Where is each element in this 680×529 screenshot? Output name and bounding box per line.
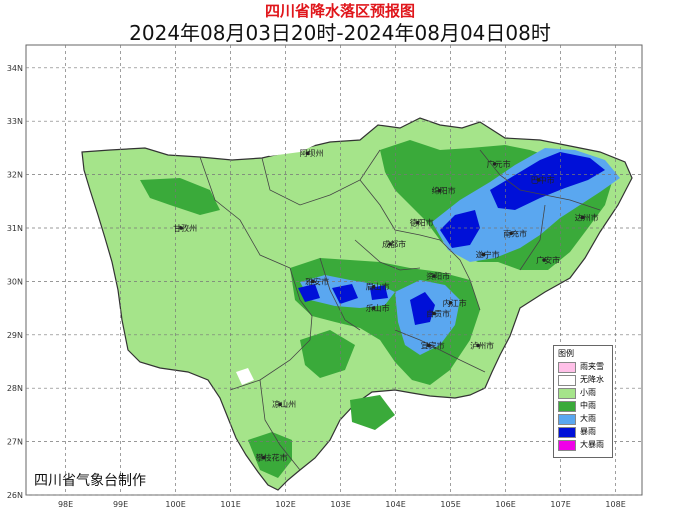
legend-swatch	[558, 388, 576, 399]
legend-swatch	[558, 414, 576, 425]
lat-tick-label: 26N	[7, 491, 23, 500]
city-marker	[388, 242, 392, 246]
city-label: 南充市	[503, 228, 527, 238]
legend-label: 大雨	[580, 414, 596, 423]
legend-swatch	[558, 375, 576, 386]
legend-swatch	[558, 362, 576, 373]
legend-swatch	[558, 440, 576, 451]
city-label: 宜宾市	[421, 340, 445, 350]
legend-label: 雨夹雪	[580, 362, 604, 371]
city-label: 成都市	[382, 239, 406, 249]
city-label: 资阳市	[426, 271, 450, 281]
city-marker	[261, 455, 266, 460]
city-marker	[536, 178, 541, 182]
city-marker	[179, 226, 183, 230]
lat-tick-label: 30N	[7, 277, 23, 286]
city-label: 阿坝州	[300, 149, 324, 158]
city-marker	[432, 311, 436, 316]
city-label: 乐山市	[366, 303, 390, 313]
lon-tick-label: 98E	[58, 500, 73, 509]
city-marker	[305, 151, 310, 156]
city-marker	[426, 343, 431, 348]
city-marker	[415, 220, 420, 225]
city-marker	[278, 402, 282, 407]
city-label: 自贡市	[426, 308, 450, 318]
axis-ticks: 98E 99E 100E 101E 102E 103E 104E 105E 106E 107E 10…	[7, 64, 626, 509]
legend-title: 图例	[558, 349, 574, 358]
lon-tick-label: 104E	[385, 500, 405, 509]
legend-swatch	[558, 401, 576, 412]
legend-label: 大暴雨	[580, 440, 604, 449]
city-marker	[371, 284, 376, 289]
city-label: 遂宁市	[476, 250, 500, 260]
lat-tick-label: 29N	[7, 331, 23, 340]
lat-tick-label: 34N	[7, 64, 23, 73]
city-marker	[371, 306, 376, 310]
city-label: 内江市	[443, 298, 467, 308]
city-marker	[432, 274, 436, 278]
city-marker	[542, 258, 546, 262]
city-label: 眉山市	[366, 282, 390, 292]
city-marker	[492, 162, 497, 166]
lon-tick-label: 100E	[165, 500, 185, 509]
city-marker	[437, 188, 442, 193]
lon-tick-label: 103E	[330, 500, 350, 509]
legend-label: 小雨	[580, 388, 596, 397]
legend-swatch	[558, 427, 576, 438]
lon-tick-label: 101E	[220, 500, 240, 509]
forecast-period: 2024年08月03日20时-2024年08月04日08时	[129, 21, 551, 45]
lon-tick-label: 105E	[440, 500, 460, 509]
no-rain-area-north	[250, 135, 315, 156]
city-marker	[509, 231, 513, 236]
lon-tick-label: 106E	[495, 500, 515, 509]
rainstorm-areas	[298, 152, 605, 325]
city-marker	[448, 300, 453, 305]
legend-label: 无降水	[580, 375, 604, 384]
city-label: 绵阳市	[432, 186, 456, 196]
city-label: 攀枝花市	[256, 453, 288, 463]
city-label: 甘孜州	[173, 223, 197, 233]
city-marker	[481, 252, 486, 257]
city-label: 德阳市	[410, 218, 434, 228]
lat-tick-label: 27N	[7, 438, 23, 447]
lat-lon-grid	[26, 45, 642, 496]
city-label: 广安市	[536, 255, 560, 265]
lon-tick-label: 107E	[550, 500, 570, 509]
lat-tick-label: 33N	[7, 117, 23, 126]
city-marker	[311, 279, 315, 284]
issuer-credit: 四川省气象台制作	[34, 473, 146, 489]
lat-tick-label: 32N	[7, 171, 23, 180]
city-label: 达州市	[575, 212, 599, 222]
lat-tick-label: 31N	[7, 224, 23, 233]
no-rain-area-south	[236, 368, 254, 385]
legend-label: 暴雨	[580, 427, 596, 436]
city-label: 广元市	[487, 159, 511, 169]
legend-label: 中雨	[580, 401, 596, 410]
city-label: 凉山州	[272, 399, 296, 409]
city-label: 泸州市	[470, 340, 494, 350]
legend: 图例 雨夹雪无降水小雨中雨大雨暴雨大暴雨	[553, 345, 613, 458]
city-marker	[580, 215, 585, 220]
map-title: 四川省降水落区预报图	[264, 2, 415, 20]
city-label: 雅安市	[305, 276, 329, 286]
lon-tick-label: 102E	[275, 500, 295, 509]
prefecture-boundaries	[199, 149, 601, 471]
lat-tick-label: 28N	[7, 384, 23, 393]
city-marker	[476, 343, 480, 348]
lon-tick-label: 99E	[113, 500, 128, 509]
lon-tick-label: 108E	[605, 500, 625, 509]
city-label: 巴中市	[531, 175, 555, 185]
